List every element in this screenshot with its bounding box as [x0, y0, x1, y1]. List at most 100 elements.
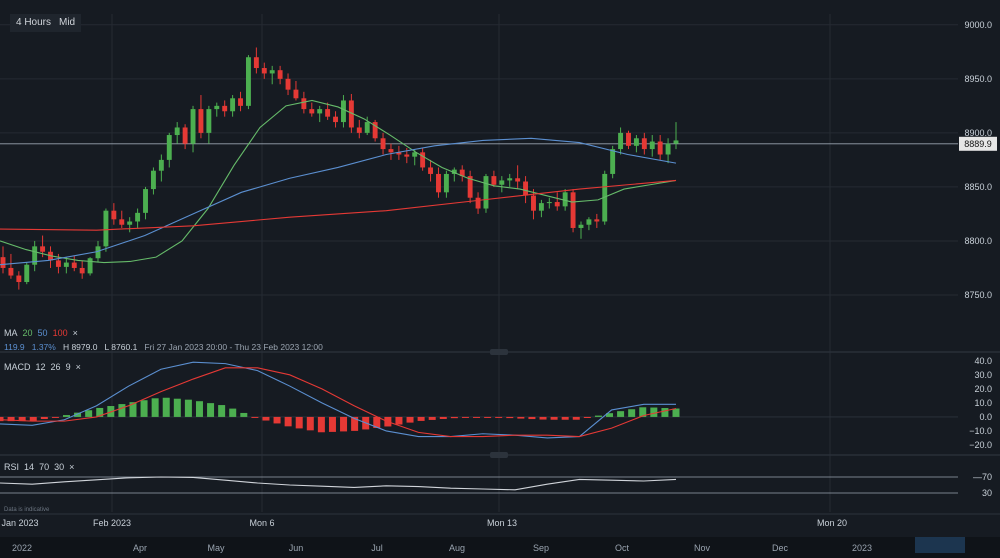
candle-down — [523, 181, 529, 196]
candle-down — [348, 100, 354, 128]
candle-up — [618, 132, 624, 150]
rsi-label: RSI — [4, 462, 20, 472]
macd-histogram-bar-positive — [173, 398, 181, 417]
rsi-remove-icon[interactable]: × — [69, 462, 75, 472]
candle-down — [515, 178, 521, 182]
candle-up — [24, 264, 30, 283]
macd-histogram-bar-negative — [450, 416, 458, 419]
time-axis-label: Mon 6 — [249, 518, 274, 528]
macd-histogram-bar-positive — [184, 399, 192, 417]
macd-line — [0, 361, 676, 439]
candle-up — [269, 70, 275, 74]
candle-up — [103, 210, 109, 247]
candle-up — [649, 141, 655, 150]
ma50-line — [0, 137, 677, 266]
macd-resize-handle[interactable] — [490, 349, 508, 355]
time-axis-label: Jan 2023 — [1, 518, 38, 528]
price-tick-label: 8850.0 — [964, 182, 992, 192]
macd-histogram-bar-positive — [85, 410, 93, 417]
candle-down — [238, 98, 243, 106]
macd-histogram-bar-negative — [583, 416, 591, 419]
candle-up — [230, 98, 236, 112]
candle-down — [388, 149, 394, 153]
macd-histogram-bar-negative — [539, 416, 547, 420]
candle-up — [451, 169, 457, 174]
ma-legend: MA 20 50 100 × — [4, 328, 78, 338]
candle-up — [127, 221, 133, 225]
macd-histogram-bar-positive — [628, 409, 636, 417]
date-range: Fri 27 Jan 2023 20:00 - Thu 23 Feb 2023 … — [144, 342, 323, 352]
price-tick-label: 8800.0 — [964, 236, 992, 246]
candle-up — [546, 202, 552, 204]
candle-down — [301, 98, 307, 110]
ma100-line — [0, 179, 677, 231]
candle-down — [198, 109, 204, 133]
macd-histogram-bar-negative — [18, 416, 26, 422]
macd-histogram-bar-positive — [229, 408, 237, 417]
price-type-button[interactable]: Mid — [53, 14, 82, 32]
time-axis-label: Feb 2023 — [93, 518, 131, 528]
candle-up — [166, 135, 172, 160]
candle-down — [436, 173, 441, 193]
navigator-window — [915, 537, 965, 553]
macd-histogram-bar-negative — [40, 416, 48, 420]
macd-histogram-bar-negative — [7, 416, 15, 422]
rsi-resize-handle[interactable] — [490, 452, 508, 458]
candle-down — [570, 192, 576, 228]
navigator-label: Sep — [533, 543, 549, 553]
navigator-label: May — [207, 543, 225, 553]
macd-legend: MACD 12 26 9 × — [4, 362, 81, 372]
candle-down — [79, 267, 85, 274]
macd-histogram-bar-negative — [262, 416, 270, 421]
time-axis-label: Mon 13 — [487, 518, 517, 528]
info-line: 119.9 1.37% H 8979.0 L 8760.1 Fri 27 Jan… — [4, 342, 323, 352]
candle-up — [562, 192, 568, 207]
ma-remove-icon[interactable]: × — [72, 328, 78, 338]
macd-remove-icon[interactable]: × — [75, 362, 81, 372]
candle-down — [380, 138, 386, 150]
price-tick-label: 8900.0 — [964, 128, 992, 138]
macd-tick-label: 0.0 — [979, 412, 992, 422]
macd-histogram-bar-negative — [351, 416, 359, 431]
navigator-label: Dec — [772, 543, 789, 553]
candle-up — [214, 105, 220, 110]
macd-histogram-bar-negative — [340, 416, 348, 432]
timeframe-button[interactable]: 4 Hours — [10, 14, 58, 32]
candle-up — [245, 57, 251, 106]
rsi-line — [0, 476, 677, 491]
macd-histogram-bar-negative — [29, 416, 37, 421]
candle-up — [135, 212, 141, 222]
ma100-legend: 100 — [52, 328, 68, 338]
candle-down — [253, 57, 259, 69]
candle-down — [285, 78, 291, 90]
macd-histogram-bar-positive — [218, 405, 226, 417]
price-tick-label: 8750.0 — [964, 290, 992, 300]
macd-histogram-bar-positive — [617, 411, 625, 417]
price-tick-label: 8950.0 — [964, 74, 992, 84]
candle-down — [277, 70, 283, 79]
candle-down — [475, 197, 481, 209]
candle-down — [657, 141, 663, 155]
candle-up — [483, 176, 489, 209]
change-percent: 1.37% — [31, 342, 56, 352]
candle-up — [317, 109, 323, 114]
candle-up — [443, 173, 449, 193]
candle-down — [293, 89, 299, 99]
candle-down — [467, 176, 473, 198]
candle-down — [641, 138, 647, 150]
candle-up — [206, 109, 212, 133]
macd-histogram-bar-positive — [162, 397, 170, 417]
navigator-bar[interactable] — [0, 537, 1000, 558]
macd-tick-label: −10.0 — [969, 426, 992, 436]
candle-up — [602, 173, 608, 222]
candle-down — [8, 267, 14, 276]
rsi-lower: 30 — [54, 462, 65, 472]
candle-up — [412, 152, 418, 157]
macd-tick-label: 30.0 — [974, 370, 992, 380]
macd-histogram-bar-positive — [96, 407, 104, 417]
candle-down — [404, 154, 410, 157]
macd-histogram-bar-positive — [195, 401, 203, 417]
macd-signal-period: 9 — [65, 362, 71, 372]
